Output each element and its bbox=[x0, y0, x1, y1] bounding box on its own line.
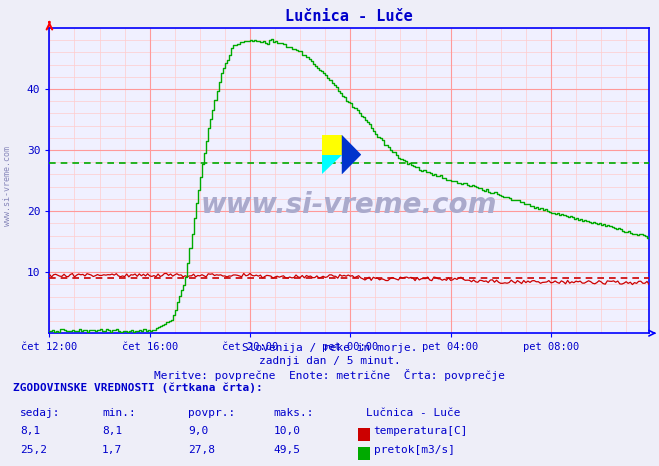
Text: zadnji dan / 5 minut.: zadnji dan / 5 minut. bbox=[258, 356, 401, 365]
Polygon shape bbox=[322, 155, 342, 174]
Text: temperatura[C]: temperatura[C] bbox=[374, 426, 468, 436]
Text: Lučnica - Luče: Lučnica - Luče bbox=[366, 408, 460, 418]
Text: 9,0: 9,0 bbox=[188, 426, 208, 436]
Text: 49,5: 49,5 bbox=[273, 445, 301, 455]
Text: www.si-vreme.com: www.si-vreme.com bbox=[201, 191, 498, 219]
Text: 8,1: 8,1 bbox=[102, 426, 123, 436]
Text: Meritve: povprečne  Enote: metrične  Črta: povprečje: Meritve: povprečne Enote: metrične Črta:… bbox=[154, 369, 505, 381]
Text: sedaj:: sedaj: bbox=[20, 408, 60, 418]
Text: pretok[m3/s]: pretok[m3/s] bbox=[374, 445, 455, 455]
Text: Slovenija / reke in morje.: Slovenija / reke in morje. bbox=[242, 343, 417, 352]
Text: 25,2: 25,2 bbox=[20, 445, 47, 455]
Polygon shape bbox=[342, 135, 361, 174]
Text: min.:: min.: bbox=[102, 408, 136, 418]
Text: www.si-vreme.com: www.si-vreme.com bbox=[3, 146, 13, 226]
Bar bbox=[322, 135, 342, 155]
Text: povpr.:: povpr.: bbox=[188, 408, 235, 418]
Text: 10,0: 10,0 bbox=[273, 426, 301, 436]
Title: Lučnica - Luče: Lučnica - Luče bbox=[285, 9, 413, 24]
Text: maks.:: maks.: bbox=[273, 408, 314, 418]
Text: 1,7: 1,7 bbox=[102, 445, 123, 455]
Text: 8,1: 8,1 bbox=[20, 426, 40, 436]
Text: ZGODOVINSKE VREDNOSTI (črtkana črta):: ZGODOVINSKE VREDNOSTI (črtkana črta): bbox=[13, 382, 263, 393]
Text: 27,8: 27,8 bbox=[188, 445, 215, 455]
